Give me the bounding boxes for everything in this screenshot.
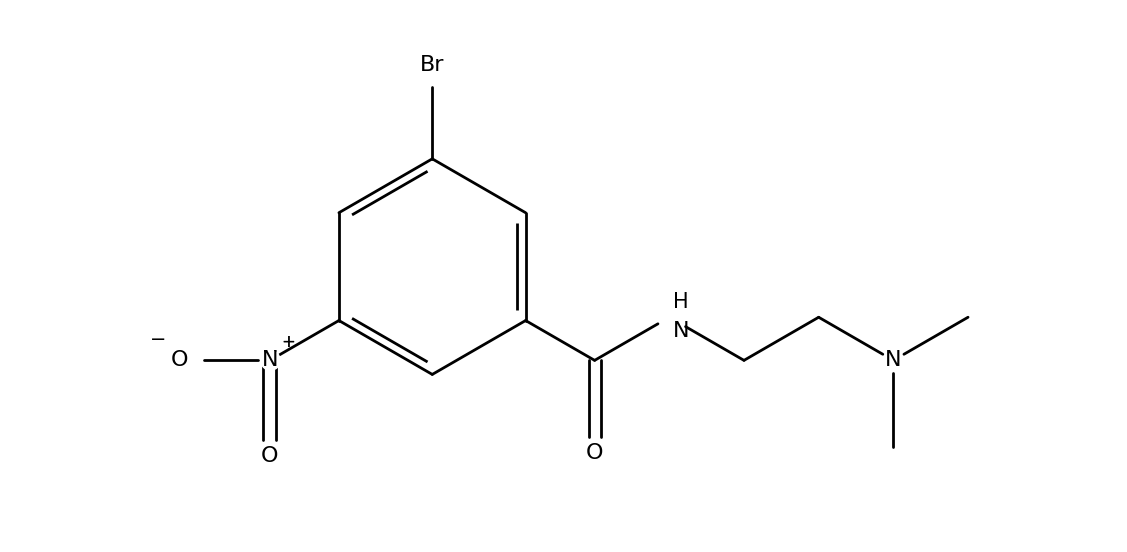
Text: N: N	[261, 351, 278, 370]
Text: H: H	[673, 291, 689, 312]
Text: O: O	[171, 351, 188, 370]
Text: Br: Br	[420, 55, 444, 76]
Text: N: N	[885, 351, 902, 370]
Text: −: −	[150, 330, 167, 349]
Text: +: +	[282, 333, 295, 351]
Text: O: O	[261, 445, 278, 466]
Text: O: O	[586, 443, 603, 463]
Text: +: +	[282, 333, 295, 351]
Text: N: N	[673, 321, 690, 341]
Text: N: N	[261, 351, 278, 370]
